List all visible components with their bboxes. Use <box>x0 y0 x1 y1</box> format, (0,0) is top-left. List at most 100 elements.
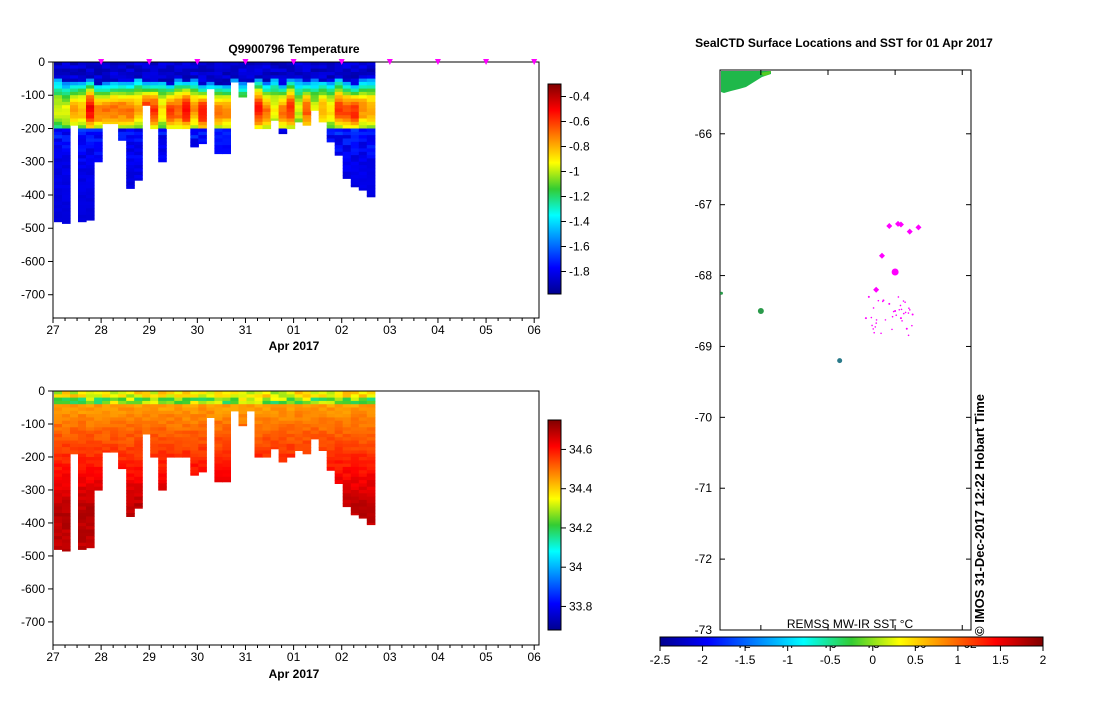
temperature-cell <box>278 115 288 120</box>
salinity-cell <box>110 430 119 435</box>
salinity-cell <box>366 427 376 432</box>
salinity-cell <box>350 503 360 508</box>
salinity-cell <box>278 394 288 399</box>
salinity-cell <box>62 513 71 517</box>
salinity-cell <box>54 414 63 418</box>
salinity-cell <box>126 410 135 415</box>
salinity-cell <box>342 466 352 471</box>
temperature-cell <box>54 118 63 123</box>
temperature-cell <box>278 85 288 90</box>
temperature-cell <box>86 195 95 199</box>
salinity-cell <box>126 509 135 514</box>
temperature-cell <box>158 141 167 146</box>
temperature-cell <box>166 101 175 106</box>
temperature-cell <box>270 81 280 86</box>
temperature-cell <box>142 81 151 86</box>
temperature-cell <box>118 101 127 106</box>
salinity-cell <box>230 404 239 409</box>
salinity-cell <box>102 447 111 451</box>
salinity-cell <box>318 391 328 395</box>
salinity-cell <box>134 430 143 435</box>
salinity-cell <box>54 509 63 514</box>
temperature-cell <box>150 72 159 76</box>
temperature-cell <box>150 78 159 83</box>
temperature-cell <box>366 72 376 76</box>
temperature-cell <box>366 171 376 176</box>
temperature-cell <box>358 62 368 66</box>
temperature-cell <box>238 85 248 90</box>
temperature-cell <box>78 211 87 216</box>
temperature-cell <box>350 118 360 123</box>
temperature-cell <box>126 78 135 83</box>
temperature-cell <box>214 65 223 70</box>
temperature-cell <box>278 131 288 135</box>
temperature-cell <box>134 98 143 103</box>
temperature-cell <box>278 88 288 93</box>
temperature-cell <box>174 81 183 86</box>
temperature-cell <box>86 165 95 169</box>
temperature-cell <box>134 62 143 66</box>
temperature-cell <box>62 141 71 146</box>
temperature-cell <box>366 178 376 183</box>
salinity-cell <box>102 433 111 438</box>
salinity-cell <box>158 443 167 448</box>
temperature-cell <box>174 101 183 106</box>
salinity-cell <box>342 417 352 422</box>
salinity-cell <box>118 424 127 428</box>
salinity-cell <box>294 397 304 402</box>
salinity-cell <box>126 450 135 455</box>
salinity-cell <box>70 437 79 442</box>
salinity-cell <box>158 466 167 471</box>
salinity-cell <box>366 499 376 504</box>
salinity-cell <box>342 414 352 418</box>
salinity-cell <box>230 397 239 402</box>
salinity-cell <box>358 447 368 451</box>
salinity-cell <box>254 450 264 455</box>
temperature-cell <box>182 88 191 93</box>
salinity-cell <box>62 516 71 521</box>
temperature-cell <box>214 98 223 103</box>
salinity-cell <box>342 400 352 405</box>
salinity-cell <box>78 424 87 428</box>
seal-location-point <box>915 224 922 231</box>
salinity-cell <box>126 391 135 395</box>
temperature-cell <box>222 85 231 90</box>
temperature-cell <box>342 88 352 93</box>
temperature-cell <box>70 65 79 70</box>
temperature-cell <box>86 214 95 219</box>
temperature-cell <box>350 131 360 136</box>
salinity-cell <box>86 490 95 494</box>
salinity-cell <box>326 404 336 409</box>
salinity-cell <box>94 483 103 488</box>
seal-track-point <box>907 334 910 337</box>
salinity-cell <box>126 470 135 475</box>
salinity-cell <box>78 417 87 422</box>
salinity-cell <box>214 437 223 442</box>
temperature-cell <box>166 118 175 123</box>
temperature-cell <box>166 121 175 126</box>
salinity-cell <box>62 549 71 552</box>
salinity-cell <box>294 394 304 399</box>
temperature-cell <box>54 218 63 223</box>
temperature-cell <box>54 201 63 206</box>
salinity-cell <box>342 424 352 428</box>
temperature-cell <box>366 188 376 193</box>
salinity-cell <box>62 532 71 537</box>
salinity-cell <box>54 424 63 428</box>
salinity-cell <box>166 430 175 435</box>
temperature-cell <box>166 62 175 66</box>
temperature-cell <box>126 138 135 143</box>
salinity-cell <box>62 493 71 498</box>
temperature-cell <box>110 81 119 86</box>
salinity-cell <box>70 430 79 435</box>
temperature-cell <box>174 75 183 80</box>
temperature-cell <box>342 128 352 133</box>
temperature-cell <box>222 108 231 113</box>
temperature-cell <box>206 75 215 80</box>
salinity-cell <box>62 420 71 425</box>
salinity-cell <box>366 394 376 399</box>
salinity-cell <box>302 394 312 399</box>
salinity-cell <box>78 493 87 498</box>
temperature-cell <box>358 155 368 159</box>
